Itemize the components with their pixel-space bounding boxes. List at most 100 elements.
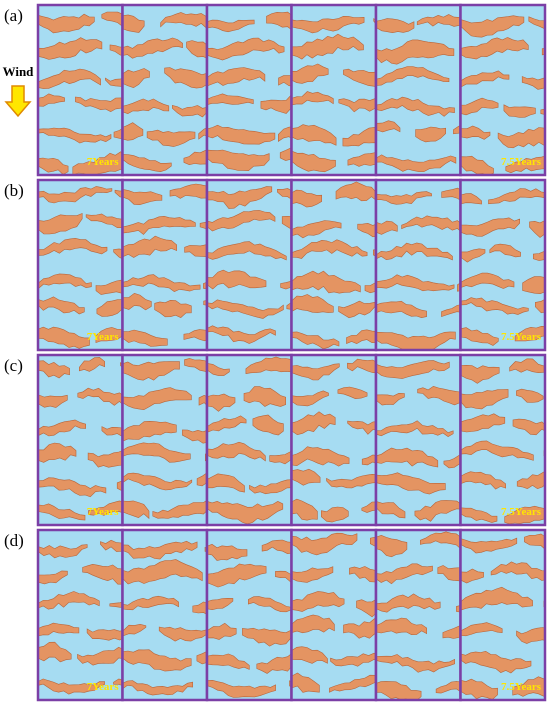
dune: [101, 11, 123, 27]
dune: [376, 274, 455, 292]
panel-background: [38, 5, 123, 175]
dune: [122, 680, 193, 696]
row-label: (d): [4, 531, 24, 550]
dune: [460, 125, 491, 140]
dune: [376, 392, 405, 406]
dune: [77, 646, 123, 666]
dune: [252, 414, 284, 436]
dune: [198, 127, 207, 140]
dune: [516, 470, 545, 490]
dune: [278, 75, 292, 87]
dune: [291, 294, 334, 313]
dune: [38, 570, 68, 585]
dune: [146, 129, 196, 147]
dune: [415, 126, 446, 143]
dune: [248, 596, 292, 613]
dune: [38, 419, 86, 437]
dune: [122, 649, 192, 672]
row-label: (b): [4, 181, 24, 200]
panel-background: [38, 180, 123, 350]
dune: [338, 98, 376, 113]
panel-background: [207, 5, 292, 175]
dune: [207, 441, 266, 462]
dune: [460, 507, 498, 523]
dune: [38, 296, 85, 315]
dune: [207, 186, 273, 209]
dune: [82, 563, 123, 585]
dune: [291, 189, 322, 208]
dune: [207, 653, 250, 670]
panel-border: [459, 528, 547, 702]
dune: [116, 480, 123, 492]
dune: [291, 591, 345, 612]
dune: [266, 11, 292, 31]
dune: [516, 627, 545, 644]
panel-background: [460, 530, 545, 700]
dune: [184, 244, 207, 257]
dune: [460, 389, 509, 410]
dune: [122, 472, 193, 491]
panel: [291, 5, 376, 175]
dune: [38, 360, 70, 379]
dune: [249, 479, 292, 495]
dune: [460, 297, 529, 315]
dune: [376, 654, 455, 673]
dune: [337, 386, 368, 400]
row-label: (c): [4, 356, 23, 375]
dune: [122, 154, 172, 173]
dune: [512, 418, 545, 436]
dune: [420, 531, 461, 550]
panel-background: [291, 180, 376, 350]
dune: [38, 326, 90, 349]
dune: [376, 154, 457, 172]
dune: [207, 543, 248, 561]
dune: [245, 356, 292, 374]
dune: [460, 622, 503, 637]
dune: [172, 105, 207, 118]
end-time-label: 7.5Years: [501, 156, 542, 168]
dune: [335, 181, 376, 202]
dune: [152, 499, 207, 519]
dune: [349, 566, 376, 583]
dune: [278, 126, 292, 142]
end-time-label: 7.5Years: [501, 506, 542, 518]
dune: [38, 68, 101, 89]
dune: [207, 67, 266, 87]
dune: [376, 501, 406, 519]
dune: [504, 505, 545, 525]
panel: [460, 355, 545, 525]
panel: [460, 180, 545, 350]
dune: [460, 37, 529, 60]
dune: [199, 221, 207, 232]
dune: [38, 622, 80, 637]
start-time-label: 7Years: [87, 506, 119, 518]
dune: [376, 96, 455, 117]
dune: [460, 97, 499, 116]
dune: [164, 67, 207, 89]
panel: [122, 180, 207, 350]
panel-border: [459, 3, 547, 177]
dune: [342, 127, 376, 147]
dune: [376, 300, 427, 319]
dune: [490, 561, 545, 581]
panel: [38, 180, 123, 350]
dune: [376, 360, 450, 379]
dune: [357, 222, 376, 238]
dune: [96, 299, 123, 317]
dune: [460, 364, 500, 384]
dune: [505, 155, 545, 174]
dune: [291, 33, 364, 60]
dune: [291, 363, 340, 381]
dune: [347, 420, 376, 435]
panel: [122, 355, 207, 525]
dune: [291, 566, 334, 583]
dune: [291, 63, 329, 84]
dune: [364, 281, 376, 294]
panel: [207, 530, 292, 700]
dune: [460, 678, 498, 700]
dune: [38, 641, 72, 663]
dune: [370, 536, 376, 547]
dune: [122, 68, 150, 89]
panel: [376, 5, 461, 175]
dune: [376, 617, 427, 636]
